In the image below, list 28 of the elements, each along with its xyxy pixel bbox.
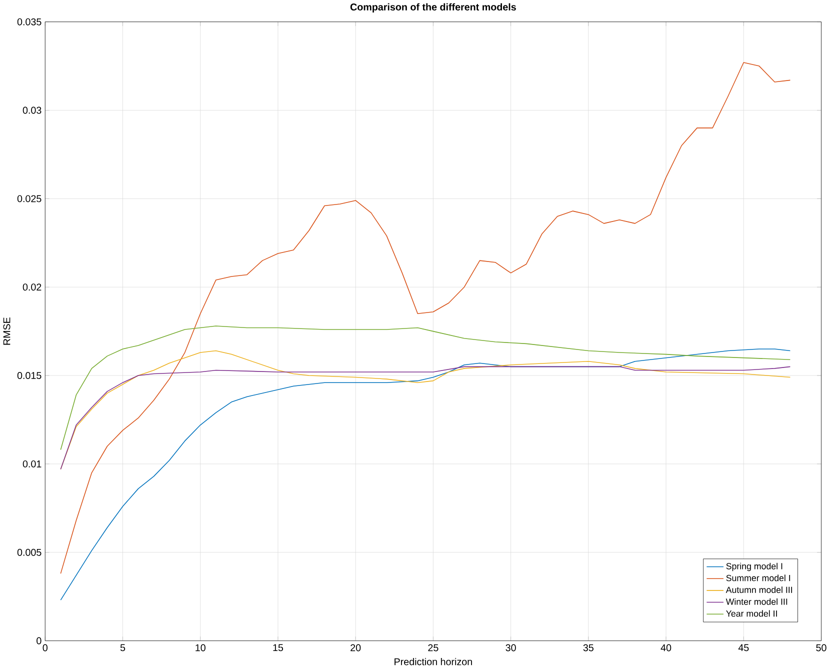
x-tick-label: 20	[350, 644, 361, 652]
x-tick-label: 45	[738, 644, 749, 652]
x-tick-label: 40	[660, 644, 672, 652]
x-tick-label: 10	[196, 644, 206, 652]
y-tick-label: 0.02	[22, 284, 42, 291]
legend-label: Year model II	[726, 610, 777, 617]
y-tick-label: 0.035	[17, 18, 42, 26]
x-tick-label: 50	[816, 644, 826, 652]
chart-title: Comparison of the different models	[350, 4, 516, 13]
x-tick-label: 0	[42, 644, 48, 652]
y-tick-label: 0	[36, 638, 42, 645]
x-tick-label: 30	[506, 644, 516, 652]
y-tick-label: 0.005	[17, 549, 42, 556]
x-tick-label: 15	[273, 644, 284, 652]
legend-label: Winter model III	[726, 598, 788, 606]
x-tick-label: 25	[428, 644, 438, 652]
line-series	[60, 62, 791, 574]
x-tick-label: 5	[120, 644, 126, 652]
legend-label: Summer model I	[726, 574, 790, 582]
x-axis-title: Prediction horizon	[394, 658, 472, 666]
y-tick-label: 0.015	[17, 372, 42, 380]
y-tick-label: 0.03	[22, 107, 42, 114]
legend-label: Autumn model III	[726, 586, 792, 594]
y-axis-title: RMSE	[3, 318, 10, 345]
y-tick-label: 0.025	[17, 195, 42, 202]
y-tick-label: 0.01	[22, 460, 42, 468]
legend-label: Spring model I	[726, 563, 782, 572]
x-tick-label: 35	[583, 644, 594, 652]
